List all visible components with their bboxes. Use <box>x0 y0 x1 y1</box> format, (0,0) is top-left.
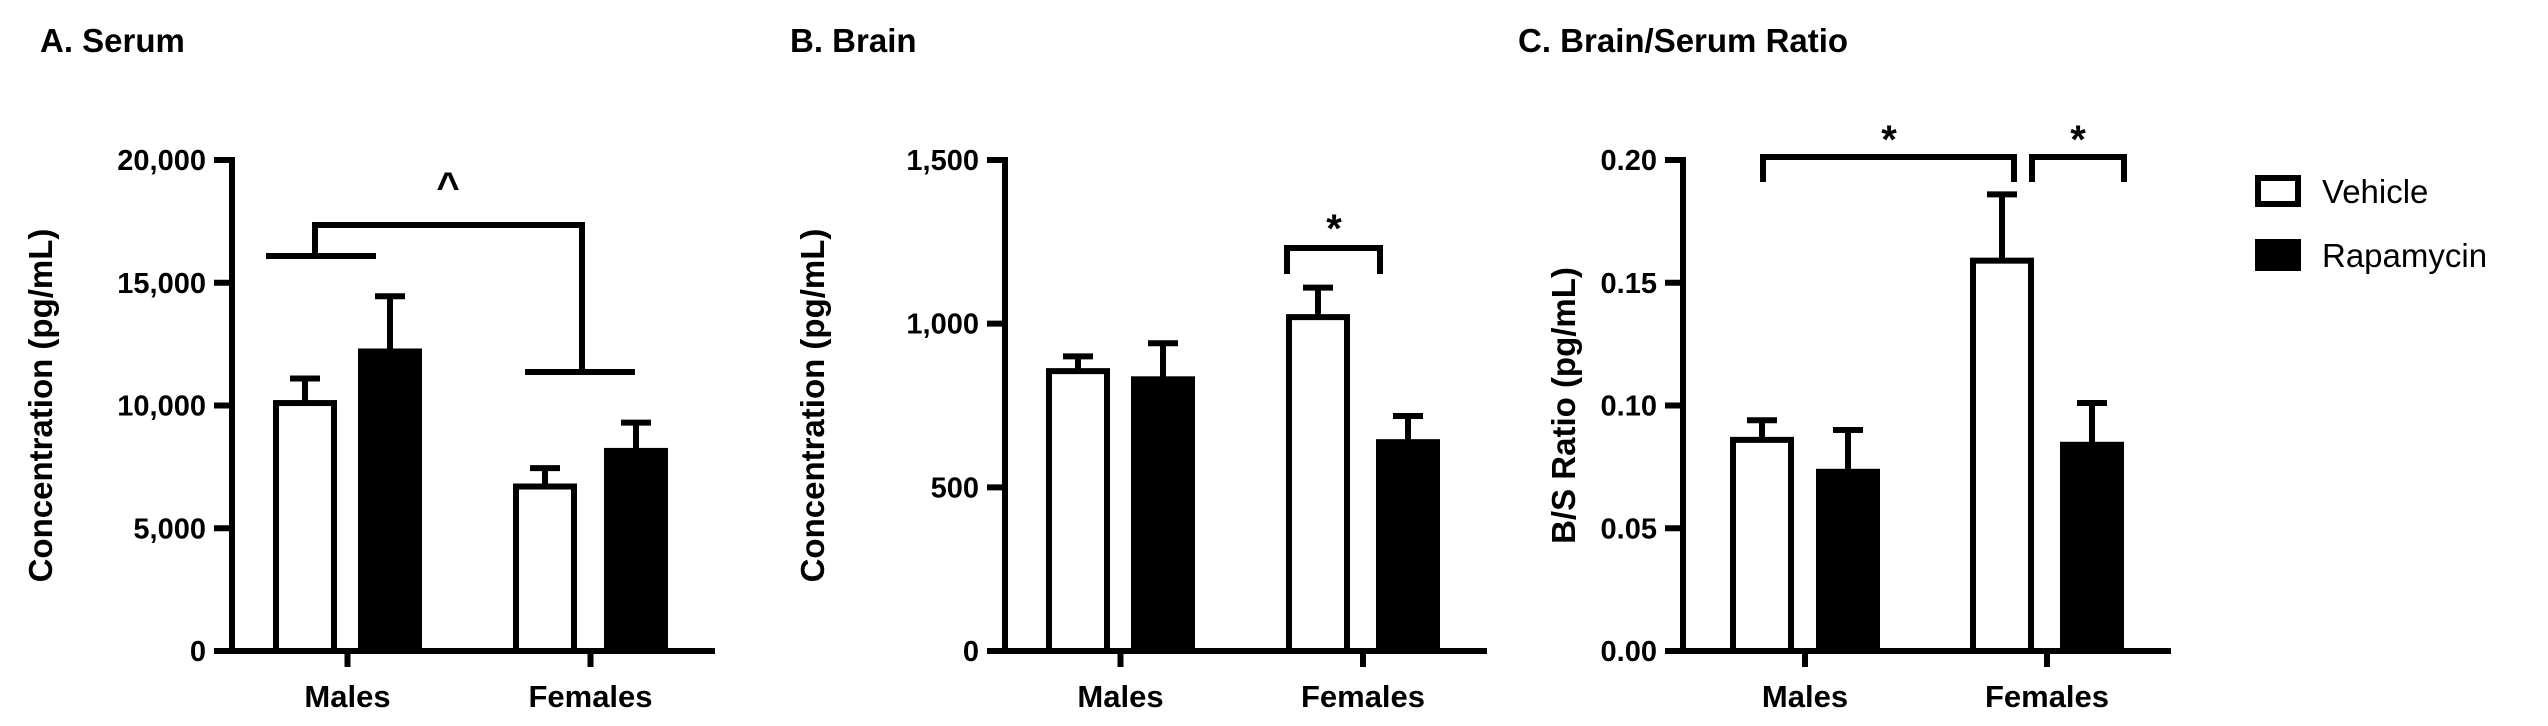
x-category-label: Females <box>1985 679 2109 714</box>
y-tick-label: 0.10 <box>1601 391 1657 423</box>
y-tick-label: 0.20 <box>1601 145 1657 177</box>
y-tick-label: 0 <box>963 636 979 668</box>
y-axis-label: Concentration (pg/mL) <box>22 229 59 583</box>
bar-rapamycin-males <box>1816 468 1880 654</box>
bar-vehicle-females <box>513 483 577 655</box>
significance-label: * <box>2070 118 2086 162</box>
bar-vehicle-males <box>273 400 337 655</box>
y-tick-label: 0.15 <box>1601 268 1657 300</box>
bar-rapamycin-females <box>604 447 668 655</box>
y-tick-label: 15,000 <box>117 268 206 300</box>
y-axis-label: Concentration (pg/mL) <box>794 229 831 583</box>
x-category-label: Females <box>1301 679 1425 714</box>
y-tick-label: 5,000 <box>133 513 206 545</box>
panel-title: A. Serum <box>40 22 185 59</box>
y-tick-label: 0.00 <box>1601 636 1657 668</box>
y-tick-label: 0 <box>190 636 206 668</box>
x-category-label: Males <box>304 679 390 714</box>
bar-vehicle-males <box>1046 368 1110 654</box>
legend-vehicle-label: Vehicle <box>2322 173 2428 210</box>
bar-rapamycin-females <box>1376 439 1440 655</box>
panel-title: C. Brain/Serum Ratio <box>1518 22 1848 59</box>
legend-vehicle-swatch <box>2255 175 2301 207</box>
significance-bracket <box>1284 245 1383 274</box>
y-axis-label: B/S Ratio (pg/mL) <box>1545 267 1582 544</box>
x-category-label: Females <box>528 679 652 714</box>
y-tick-label: 1,500 <box>906 145 979 177</box>
significance-label: * <box>1326 207 1342 251</box>
y-tick-label: 0.05 <box>1601 513 1657 545</box>
bar-vehicle-males <box>1730 436 1794 654</box>
legend-rapamycin-label: Rapamycin <box>2322 237 2487 274</box>
significance-bracket <box>2029 154 2127 182</box>
bar-vehicle-females <box>1970 257 2034 654</box>
y-tick-label: 500 <box>931 472 979 504</box>
significance-bracket <box>312 222 585 372</box>
significance-label: ^ <box>436 165 459 209</box>
chart-panel-1: A. Serum Concentration (pg/mL) 0 5,000 10,00… <box>22 22 715 714</box>
x-category-label: Males <box>1077 679 1163 714</box>
significance-bracket <box>1760 154 2017 182</box>
bar-rapamycin-males <box>1131 376 1195 654</box>
legend-rapamycin-swatch <box>2255 239 2301 271</box>
bar-rapamycin-males <box>358 348 422 654</box>
legend: Vehicle Rapamycin <box>2255 173 2487 274</box>
panel-title: B. Brain <box>790 22 917 59</box>
bar-vehicle-females <box>1286 314 1350 654</box>
bar-rapamycin-females <box>2060 441 2124 654</box>
y-tick-label: 10,000 <box>117 391 206 423</box>
chart-panel-2: B. Brain Concentration (pg/mL) 0 500 1,000 1,… <box>790 22 1487 714</box>
y-tick-label: 20,000 <box>117 145 206 177</box>
chart-panel-3: C. Brain/Serum Ratio B/S Ratio (pg/mL) 0.0… <box>1518 22 2171 714</box>
x-category-label: Males <box>1762 679 1848 714</box>
significance-label: * <box>1881 118 1897 162</box>
y-tick-label: 1,000 <box>906 309 979 341</box>
